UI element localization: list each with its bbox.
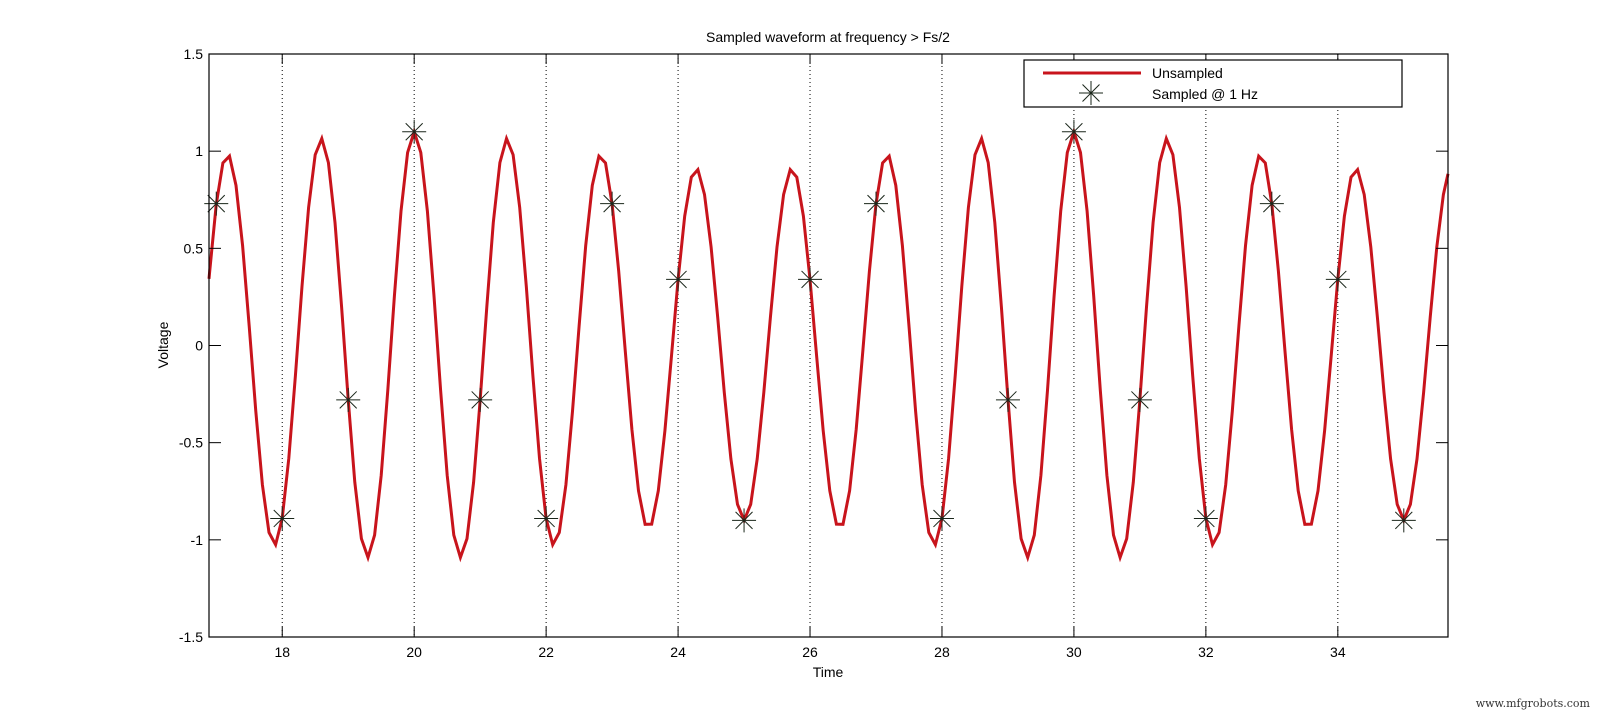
sample-asterisk-icon	[468, 387, 493, 412]
sample-asterisk-icon	[666, 267, 691, 292]
legend-box	[1023, 59, 1403, 108]
y-axis-label: Voltage	[155, 321, 171, 368]
sample-asterisk-icon	[1061, 119, 1086, 144]
y-tick-label: 0.5	[184, 240, 204, 256]
x-tick-label: 22	[538, 644, 554, 660]
sample-asterisk-icon	[929, 506, 954, 531]
y-tick-label: 0	[195, 338, 203, 354]
axis-ticks	[209, 53, 1448, 638]
x-tick-label: 20	[406, 644, 422, 660]
sampled-markers	[204, 119, 1416, 533]
x-tick-label: 34	[1330, 644, 1346, 660]
sample-asterisk-icon	[534, 506, 559, 531]
x-tick-label: 30	[1066, 644, 1082, 660]
x-tick-label: 26	[802, 644, 818, 660]
legend-label-sampled: Sampled @ 1 Hz	[1152, 86, 1258, 102]
chart-title: Sampled waveform at frequency > Fs/2	[706, 29, 950, 45]
y-tick-label: 1.5	[184, 46, 204, 62]
legend-label-unsampled: Unsampled	[1152, 65, 1223, 81]
sample-asterisk-icon	[600, 191, 625, 216]
sample-asterisk-icon	[402, 119, 427, 144]
sample-asterisk-icon	[1127, 387, 1152, 412]
watermark: www.mfgrobots.com	[1475, 697, 1590, 710]
sample-asterisk-icon	[1391, 508, 1416, 533]
y-tick-label: -1.5	[179, 629, 203, 645]
y-tick-label: -0.5	[179, 435, 203, 451]
sample-asterisk-icon	[1259, 191, 1284, 216]
sample-asterisk-icon	[1193, 506, 1218, 531]
x-tick-label: 18	[274, 644, 290, 660]
sample-asterisk-icon	[270, 506, 295, 531]
x-tick-label: 24	[670, 644, 686, 660]
x-tick-label: 28	[934, 644, 950, 660]
x-tick-label: 32	[1198, 644, 1214, 660]
plot-area-frame	[208, 53, 1449, 638]
sample-asterisk-icon	[995, 387, 1020, 412]
sample-asterisk-icon	[798, 267, 823, 292]
sample-asterisk-icon	[732, 508, 757, 533]
legend-asterisk-icon	[1079, 81, 1103, 105]
sample-asterisk-icon	[864, 191, 889, 216]
y-tick-label: 1	[195, 143, 203, 159]
asterisk-icon	[1079, 81, 1103, 105]
sample-asterisk-icon	[204, 191, 229, 216]
x-axis-label: Time	[813, 664, 844, 680]
gridlines	[281, 54, 1339, 637]
y-tick-label: -1	[191, 532, 204, 548]
unsampled-line	[207, 126, 1450, 563]
x-tick-labels: 18 20 22 24 26 28 30 32 34	[274, 644, 1345, 660]
sample-asterisk-icon	[336, 387, 361, 412]
unsampled-waveform	[207, 126, 1450, 563]
y-tick-labels: -1.5 -1 -0.5 0 0.5 1 1.5	[179, 46, 203, 645]
legend: Unsampled Sampled @ 1 Hz	[1023, 59, 1403, 108]
sample-asterisk-icon	[1325, 267, 1350, 292]
